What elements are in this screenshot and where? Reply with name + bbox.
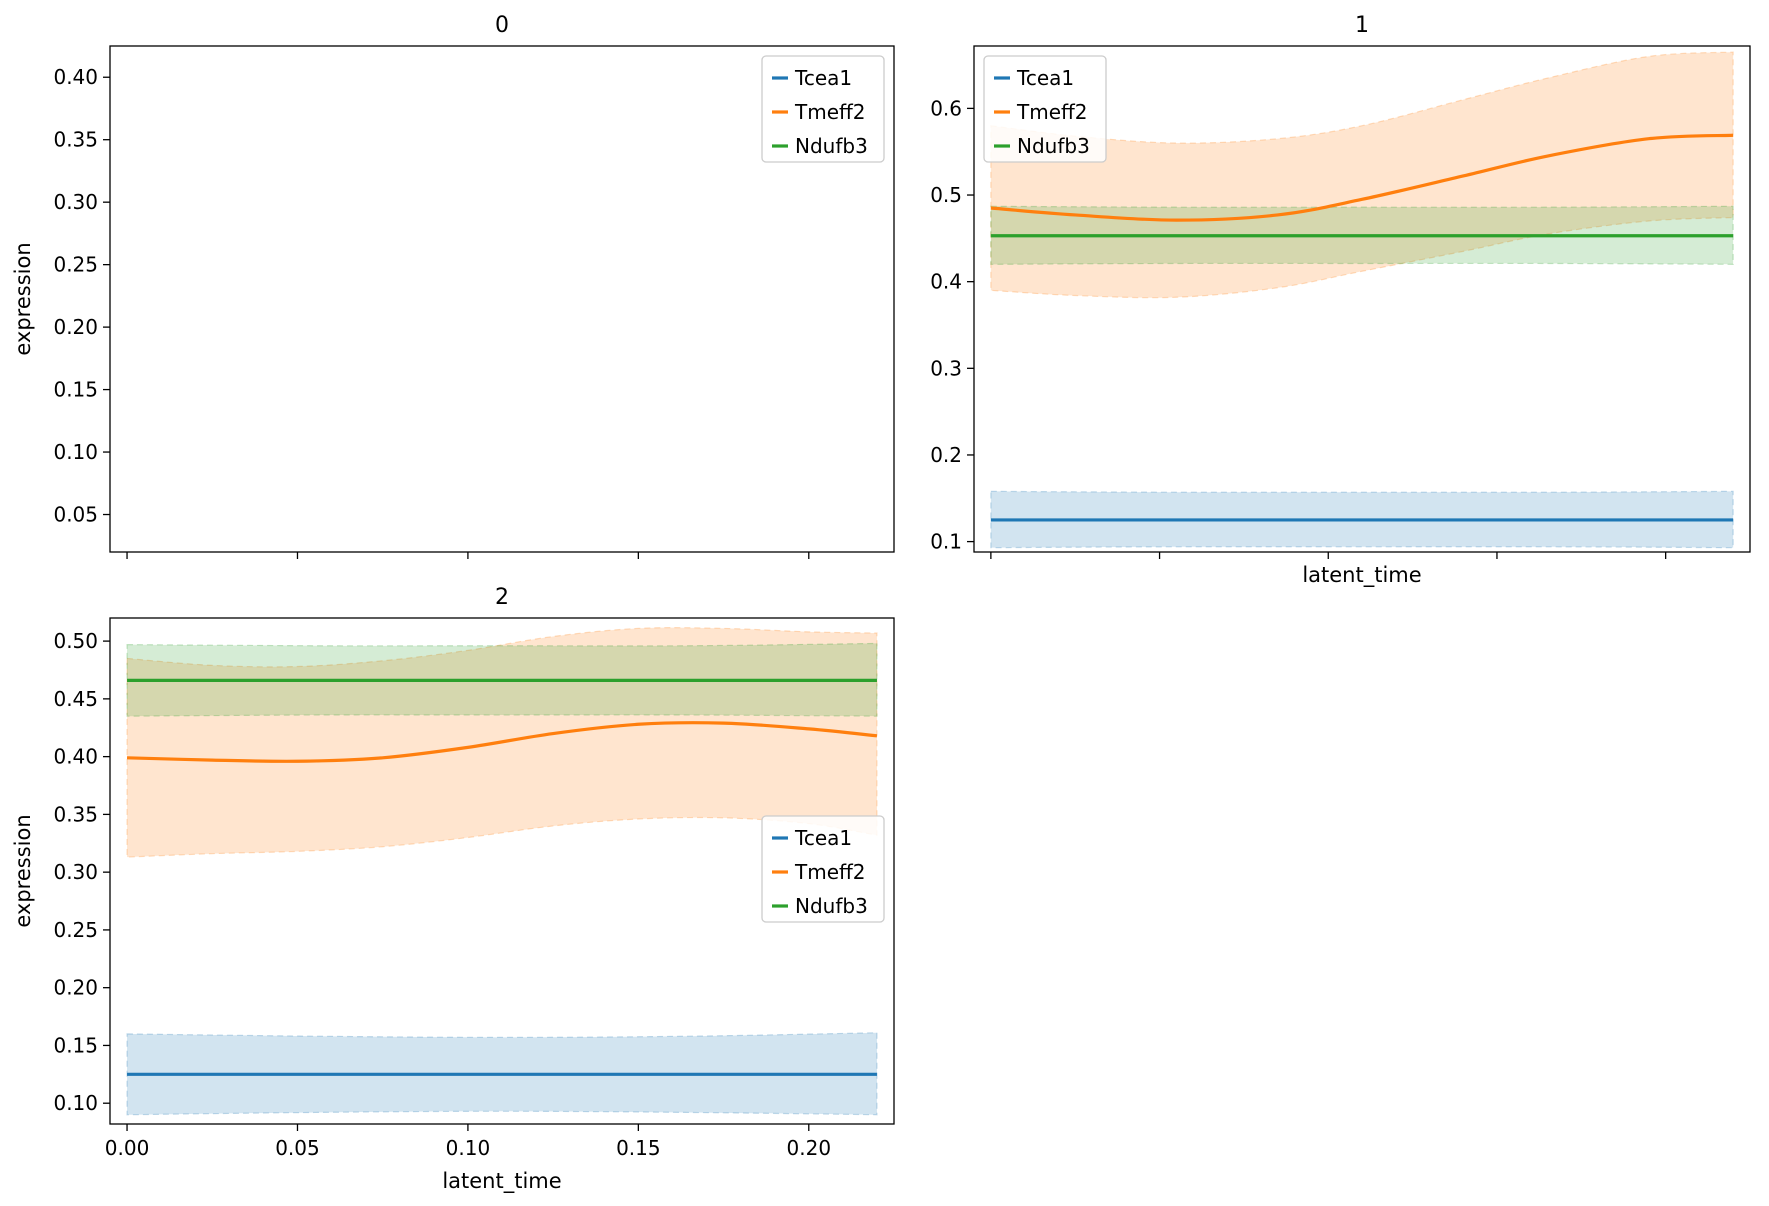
y-tick-label: 0.30 xyxy=(53,190,98,214)
y-tick-label: 0.50 xyxy=(53,629,98,653)
legend-box xyxy=(761,55,885,163)
series-line-tmeff2 xyxy=(990,133,1734,222)
y-tick-label: 0.05 xyxy=(53,503,98,527)
subplot-title: 1 xyxy=(1355,13,1369,38)
legend-label-tmeff2: Tmeff2 xyxy=(794,100,866,124)
subplot-0: 0.05 0.10 0.15 0.20 0.25 0.30 0.35 0.40 0 express… xyxy=(11,13,895,559)
y-tick-label: 0.40 xyxy=(53,65,98,89)
y-tick-label: 0.10 xyxy=(53,1091,98,1115)
y-tick-label: 0.1 xyxy=(930,530,962,554)
y-tick-label: 0.35 xyxy=(53,802,98,826)
legend-box xyxy=(761,815,885,923)
subplot-2: 0.10 0.15 0.20 0.25 0.30 0.35 0.40 0.45 0.50 0.00… xyxy=(11,585,895,1194)
x-tick-label: 0.15 xyxy=(616,1136,661,1160)
legend: Tcea1 Tmeff2 Ndufb3 xyxy=(761,55,885,163)
y-axis-label: expression xyxy=(11,242,35,355)
subplot-title: 0 xyxy=(495,13,509,38)
y-tick-label: 0.2 xyxy=(930,443,962,467)
legend-label-tcea1: Tcea1 xyxy=(794,826,852,850)
plot-area xyxy=(990,51,1734,549)
y-tick-label: 0.15 xyxy=(53,378,98,402)
subplot-title: 2 xyxy=(495,585,509,610)
axes-frame xyxy=(109,617,895,1125)
x-tick-label: 0.10 xyxy=(446,1136,491,1160)
legend-label-tmeff2: Tmeff2 xyxy=(794,860,866,884)
y-tick-label: 0.30 xyxy=(53,860,98,884)
legend-label-tcea1: Tcea1 xyxy=(794,66,852,90)
y-tick-label: 0.20 xyxy=(53,315,98,339)
y-tick-label: 0.6 xyxy=(930,96,962,120)
legend-box xyxy=(983,55,1107,163)
y-tick-label: 0.25 xyxy=(53,918,98,942)
y-axis-label: expression xyxy=(11,814,35,927)
subplot-1: 0.1 0.2 0.3 0.4 0.5 0.6 1 latent_time Tcea1 Tmeff… xyxy=(930,13,1751,588)
y-tick-label: 0.40 xyxy=(53,745,98,769)
y-tick-label: 0.15 xyxy=(53,1033,98,1057)
y-tick-label: 0.4 xyxy=(930,270,962,294)
legend-label-tmeff2: Tmeff2 xyxy=(1016,100,1088,124)
series-line-tmeff2 xyxy=(126,721,878,763)
legend-label-ndufb3: Ndufb3 xyxy=(1017,134,1090,158)
legend-label-tcea1: Tcea1 xyxy=(1016,66,1074,90)
x-tick-label: 0.20 xyxy=(787,1136,832,1160)
legend: Tcea1 Tmeff2 Ndufb3 xyxy=(761,815,885,923)
y-tick-label: 0.20 xyxy=(53,976,98,1000)
legend-label-ndufb3: Ndufb3 xyxy=(795,134,868,158)
axes-frame xyxy=(109,45,895,553)
y-tick-label: 0.35 xyxy=(53,128,98,152)
x-tick-label: 0.05 xyxy=(275,1136,320,1160)
axes-frame xyxy=(973,45,1751,553)
y-tick-label: 0.3 xyxy=(930,356,962,380)
y-tick-label: 0.10 xyxy=(53,440,98,464)
x-axis-label: latent_time xyxy=(442,1169,561,1194)
y-tick-label: 0.45 xyxy=(53,687,98,711)
y-tick-label: 0.5 xyxy=(930,183,962,207)
legend: Tcea1 Tmeff2 Ndufb3 xyxy=(983,55,1107,163)
x-tick-label: 0.00 xyxy=(105,1136,150,1160)
y-tick-label: 0.25 xyxy=(53,253,98,277)
legend-label-ndufb3: Ndufb3 xyxy=(795,894,868,918)
x-axis-label: latent_time xyxy=(1302,563,1421,588)
plot-area xyxy=(126,627,878,1116)
